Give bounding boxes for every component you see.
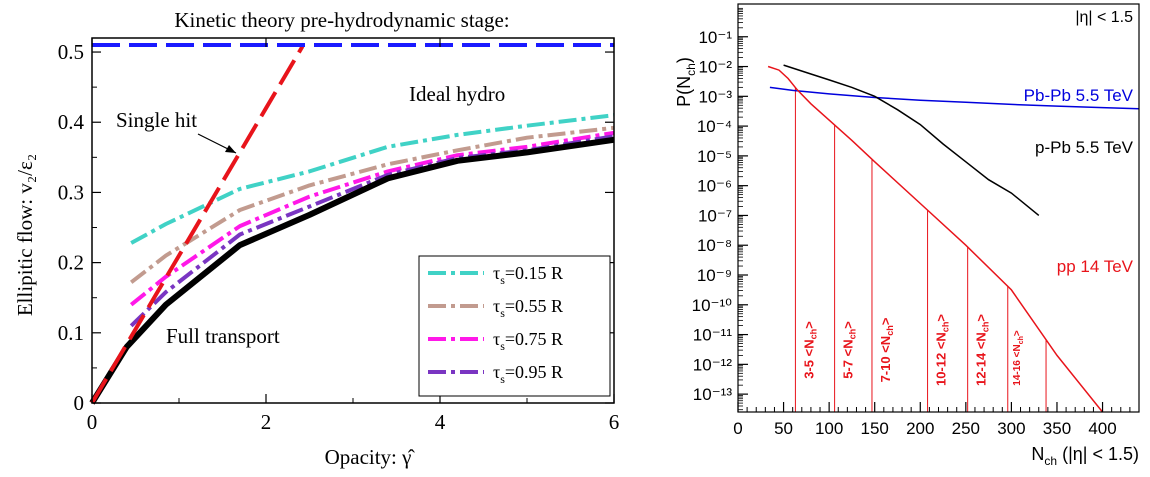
right-x-axis-label: Nch (|η| < 1.5): [1031, 444, 1139, 468]
right-y-tick-label: 10⁻²: [698, 58, 732, 77]
right-x-tick-label: 0: [733, 419, 742, 438]
bin-label: 14-16 <Nch>: [1012, 330, 1025, 386]
left-y-tick-label: 0: [74, 391, 85, 415]
left-annotation-single-hit: Single hit: [116, 108, 197, 132]
right-x-tick-label: 400: [1088, 419, 1116, 438]
left-x-tick-label: 6: [609, 410, 620, 434]
right-y-tick-label: 10⁻¹³: [693, 385, 733, 404]
right-y-tick-label: 10⁻¹²: [693, 355, 733, 374]
right-x-tick-label: 100: [815, 419, 843, 438]
right-x-tick-label: 250: [952, 419, 980, 438]
right-x-tick-label: 300: [997, 419, 1025, 438]
left-y-tick-label: 0.5: [58, 40, 84, 64]
right-y-tick-label: 10⁻⁹: [697, 266, 732, 285]
right-y-tick-label: 10⁻¹⁰: [692, 296, 733, 315]
left-annotation-full-transport: Full transport: [166, 324, 280, 348]
bin-label: 10-12 <Nch>: [934, 314, 951, 386]
left-chart: Kinetic theory pre-hydrodynamic stage: 0…: [13, 8, 619, 469]
right-y-tick-label: 10⁻³: [698, 87, 732, 106]
right-y-tick-label: 10⁻⁶: [697, 177, 732, 196]
svg-text:P(Nch): P(Nch): [674, 57, 698, 107]
left-y-tick-label: 0.1: [58, 321, 84, 345]
bin-label: 5-7 <Nch>: [841, 321, 858, 379]
left-x-axis-label: Opacity: γ̂: [325, 445, 416, 469]
right-y-tick-label: 10⁻⁵: [697, 147, 732, 166]
right-y-tick-label: 10⁻⁷: [698, 206, 732, 225]
right-x-tick-label: 150: [861, 419, 889, 438]
left-x-tick-label: 2: [261, 410, 272, 434]
right-y-tick-label: 10⁻¹: [698, 28, 732, 47]
bin-label: 3-5 <Nch>: [801, 321, 818, 379]
bin-label: 12-14 <Nch>: [974, 314, 991, 386]
left-x-tick-label: 4: [435, 410, 446, 434]
bin-label: 7-10 <Nch>: [878, 317, 895, 382]
right-chart: Pb-Pb 5.5 TeV p-Pb 5.5 TeV pp 14 TeV 3-5 <N…: [674, 4, 1139, 468]
left-x-tick-label: 0: [87, 410, 98, 434]
left-y-axis-label: Ellipitic flow: v₂/ε₂: [13, 154, 37, 316]
right-y-axis-label: P(Nch): [674, 57, 698, 107]
svg-text:Nch (|η| < 1.5): Nch (|η| < 1.5): [1031, 444, 1139, 468]
single-hit-arrow-icon: [198, 134, 236, 153]
right-x-tick-label: 200: [906, 419, 934, 438]
right-series-label: Pb-Pb 5.5 TeV: [1024, 86, 1134, 105]
left-chart-title: Kinetic theory pre-hydrodynamic stage:: [174, 8, 509, 32]
right-y-tick-label: 10⁻⁸: [697, 236, 732, 255]
right-y-tick-label: 10⁻¹¹: [693, 326, 733, 345]
left-y-tick-label: 0.2: [58, 251, 84, 275]
right-y-tick-label: 10⁻⁴: [697, 117, 732, 136]
right-axes: 0 50 100 150 200 250 300 350 400 10⁻¹³ 10⁻¹² 10⁻¹¹ 1…: [692, 8, 1130, 438]
left-legend: τs=0.15 Rτs=0.55 Rτs=0.75 Rτs=0.95 R: [419, 256, 610, 396]
left-annotation-ideal-hydro: Ideal hydro: [409, 82, 505, 106]
right-series-label: pp 14 TeV: [1057, 257, 1134, 276]
left-y-tick-label: 0.4: [58, 110, 85, 134]
right-series-line-1: [784, 65, 1039, 215]
right-x-tick-label: 350: [1043, 419, 1071, 438]
right-series-label: p-Pb 5.5 TeV: [1035, 138, 1134, 157]
right-series-group: Pb-Pb 5.5 TeV p-Pb 5.5 TeV pp 14 TeV 3-5 <N…: [768, 65, 1139, 412]
left-y-tick-label: 0.3: [58, 180, 84, 204]
right-x-tick-label: 50: [774, 419, 793, 438]
left-series-line-1: [92, 46, 303, 403]
right-corner-label: |η| < 1.5: [1075, 9, 1133, 26]
